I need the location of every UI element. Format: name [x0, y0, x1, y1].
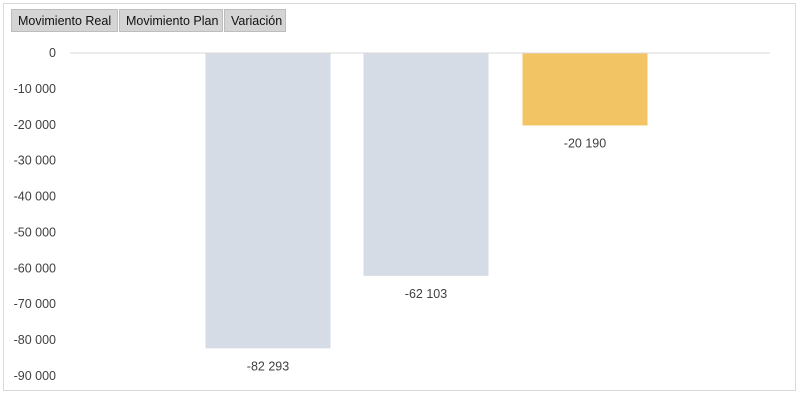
y-tick-label: -10 000	[14, 82, 56, 96]
y-tick-label: -40 000	[14, 190, 56, 204]
data-label: -82 293	[247, 359, 289, 373]
y-tick-label: -90 000	[14, 369, 56, 383]
field-button-movimiento-plan[interactable]: Movimiento Plan	[119, 9, 223, 32]
y-tick-label: -20 000	[14, 118, 56, 132]
y-tick-label: -30 000	[14, 154, 56, 168]
bar[interactable]	[363, 53, 489, 276]
y-tick-label: -60 000	[14, 261, 56, 275]
field-button-variacion[interactable]: Variación	[224, 9, 286, 32]
data-label: -62 103	[405, 287, 447, 301]
y-tick-label: -50 000	[14, 225, 56, 239]
bar[interactable]	[205, 53, 331, 349]
data-label: -20 190	[564, 136, 606, 150]
y-tick-label: -80 000	[14, 333, 56, 347]
y-tick-label: -70 000	[14, 297, 56, 311]
y-tick-label: 0	[49, 46, 56, 60]
field-button-movimiento-real[interactable]: Movimiento Real	[11, 9, 118, 32]
bar[interactable]	[522, 53, 648, 126]
pivot-field-buttons: Movimiento Real Movimiento Plan Variació…	[11, 9, 286, 32]
